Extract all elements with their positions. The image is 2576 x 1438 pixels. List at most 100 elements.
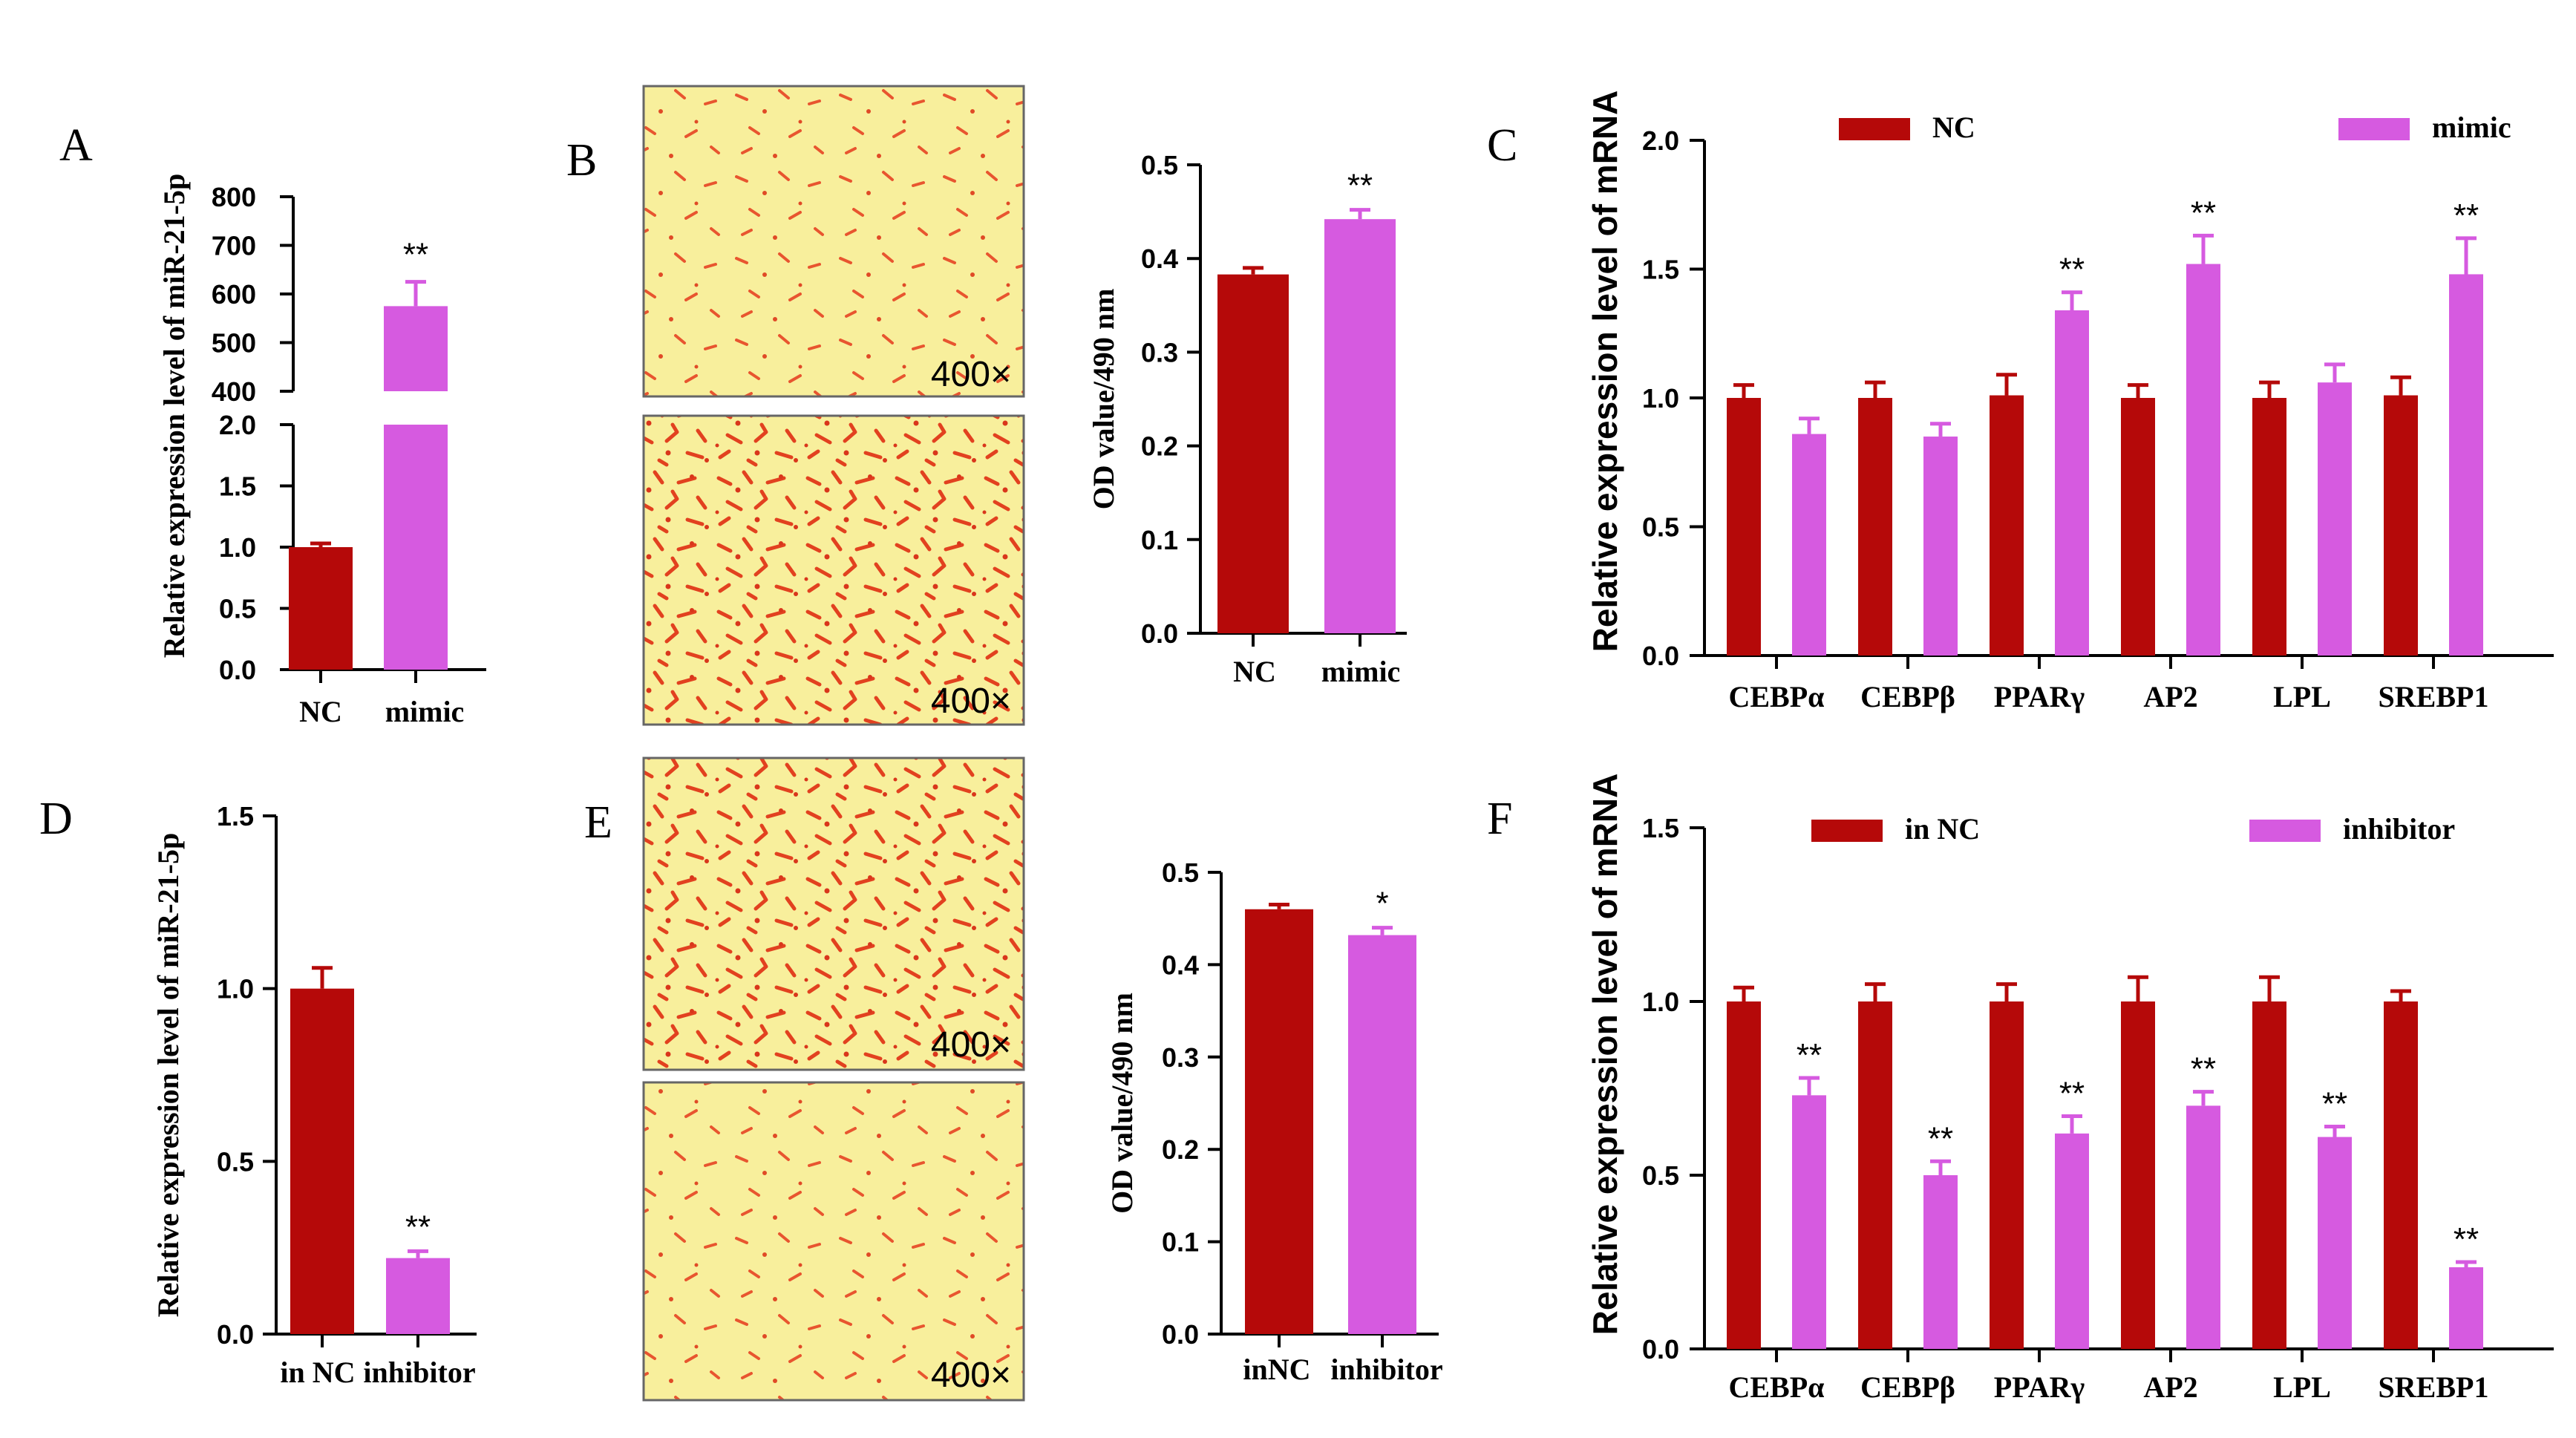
y-tick-label: 2.0: [1642, 125, 1679, 156]
y-tick-label: 0.1: [1141, 525, 1178, 555]
y-tick-label: 0.4: [1162, 950, 1199, 980]
micrograph-b-top: 400×: [642, 85, 1025, 398]
y-axis-title: Relative expression level of miR-21-5p: [151, 833, 185, 1317]
error-bar: [405, 280, 426, 307]
y-tick-label: 600: [212, 279, 256, 310]
error-bar: [408, 1249, 428, 1258]
y-axis-title: Relative expression level of miR-21-5p: [157, 174, 191, 658]
bar-treatment: [1923, 437, 1958, 656]
error-bar: [1799, 1076, 1820, 1096]
error-bar: [1996, 373, 2017, 396]
x-category-label: NC: [299, 695, 342, 728]
y-tick-label: 0.0: [1162, 1319, 1199, 1350]
bar-control: [1727, 1001, 1761, 1349]
y-tick-label: 0.5: [1642, 1160, 1679, 1191]
x-category-label: NC: [1233, 655, 1276, 688]
bar-treatment: [386, 1258, 450, 1334]
y-tick-label: 1.0: [1642, 383, 1679, 414]
bar-control: [1217, 274, 1289, 633]
bar-nc: [289, 547, 353, 670]
y-tick-label: 0.3: [1162, 1042, 1199, 1073]
x-category-label: inhibitor: [363, 1356, 475, 1389]
error-bar: [1372, 926, 1393, 935]
x-category-label: CEBPα: [1728, 680, 1824, 713]
y-tick-label: 0.0: [1141, 618, 1178, 649]
error-bar: [2259, 380, 2280, 398]
error-bar: [2193, 1090, 2214, 1106]
error-bar: [1930, 422, 1951, 437]
y-tick-label: 0.5: [217, 1146, 254, 1177]
error-bar: [310, 541, 331, 547]
y-tick-label: 1.5: [217, 801, 254, 831]
bar-treatment: [2449, 274, 2483, 656]
bar-treatment: [2186, 264, 2220, 656]
y-tick-label: 700: [212, 231, 256, 261]
significance-marker: **: [2059, 252, 2085, 288]
significance-marker: **: [2191, 1051, 2216, 1088]
y-tick-label: 0.0: [1642, 1334, 1679, 1365]
y-tick-label: 1.5: [219, 471, 256, 502]
error-bar: [1996, 982, 2017, 1001]
significance-marker: **: [2454, 197, 2479, 234]
micrograph-b-bottom: 400×: [642, 414, 1025, 726]
y-axis-title: Relative expression level of mRNA: [1586, 774, 1624, 1336]
bar-control: [2384, 1001, 2418, 1349]
x-category-label: SREBP1: [2379, 1370, 2489, 1404]
x-category-label: SREBP1: [2379, 680, 2489, 713]
panel-letter-f: F: [1487, 794, 1512, 844]
error-bar: [1733, 985, 1754, 1001]
significance-marker: **: [2454, 1221, 2479, 1258]
x-category-label: CEBPβ: [1860, 1370, 1955, 1404]
y-tick-label: 0.3: [1141, 337, 1178, 367]
y-axis-title: OD value/490 nm: [1087, 289, 1120, 510]
bar-treatment: [2055, 1133, 2089, 1349]
bar-control: [1858, 398, 1892, 656]
bar-treatment: [2318, 382, 2352, 656]
y-tick-label: 0.5: [1162, 857, 1199, 888]
x-category-label: PPARγ: [1994, 680, 2085, 713]
error-bar: [2456, 236, 2477, 275]
y-tick-label: 1.0: [1642, 987, 1679, 1017]
x-category-label: inhibitor: [1330, 1353, 1442, 1386]
legend-swatch: [2338, 118, 2410, 140]
bar-treatment: [1348, 935, 1416, 1334]
error-bar: [312, 966, 333, 989]
y-tick-label: 0.2: [1162, 1134, 1199, 1165]
significance-marker: **: [405, 1209, 431, 1245]
micrograph-e-bottom: 400×: [642, 1081, 1025, 1402]
y-axis-title: Relative expression level of mRNA: [1586, 91, 1624, 653]
y-tick-label: 2.0: [219, 410, 256, 440]
magnification-label: 400×: [931, 1356, 1011, 1395]
bar-control: [2384, 395, 2418, 656]
error-bar: [1243, 266, 1264, 275]
error-bar: [2324, 1124, 2345, 1137]
legend-swatch: [2249, 820, 2321, 842]
y-tick-label: 500: [212, 328, 256, 359]
bar-mimic-upper: [384, 306, 448, 391]
legend-label: inhibitor: [2343, 812, 2455, 846]
y-tick-label: 0.0: [217, 1319, 254, 1350]
significance-marker: **: [2191, 195, 2216, 231]
x-category-label: in NC: [280, 1356, 355, 1389]
bar-control: [1727, 398, 1761, 656]
y-tick-label: 800: [212, 182, 256, 212]
bar-treatment: [1923, 1175, 1958, 1349]
x-category-label: PPARγ: [1994, 1370, 2085, 1404]
x-category-label: AP2: [2143, 1370, 2197, 1404]
legend-swatch: [1811, 820, 1883, 842]
legend-label: mimic: [2432, 111, 2511, 144]
panel-letter-a: A: [59, 120, 93, 171]
y-tick-label: 1.5: [1642, 255, 1679, 285]
x-category-label: AP2: [2143, 680, 2197, 713]
error-bar: [2193, 233, 2214, 264]
x-category-label: inNC: [1243, 1353, 1310, 1386]
error-bar: [2128, 975, 2148, 1001]
bar-control: [1990, 1001, 2024, 1349]
bar-treatment: [1792, 434, 1826, 656]
y-tick-label: 1.0: [217, 974, 254, 1004]
magnification-label: 400×: [931, 355, 1011, 394]
error-bar: [1350, 208, 1370, 220]
error-bar: [2324, 362, 2345, 383]
